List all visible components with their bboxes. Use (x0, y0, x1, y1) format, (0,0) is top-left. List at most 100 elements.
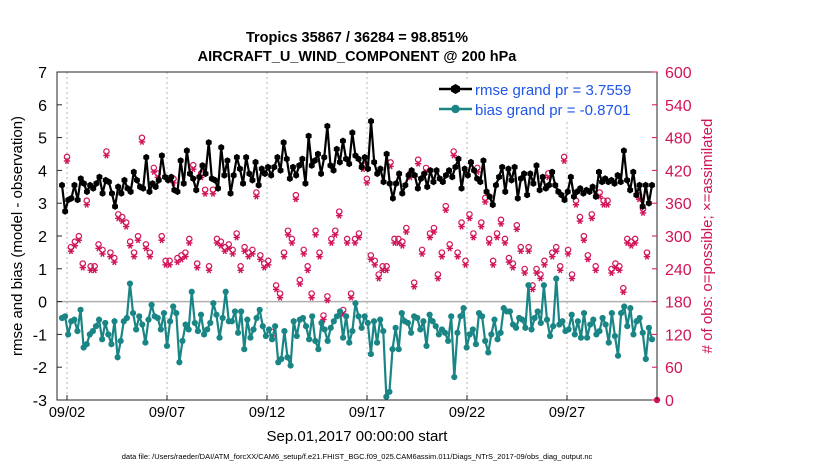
obs-assimilated-stroke (506, 258, 512, 266)
bias-point (234, 329, 242, 336)
rmse-point (243, 153, 250, 161)
bias-point (460, 305, 467, 312)
obs-assimilated-stroke (471, 234, 476, 241)
rmse-point (361, 153, 368, 161)
obs-assimilated-stroke (404, 228, 409, 236)
rmse-point (627, 186, 634, 194)
legend-bias-marker (451, 104, 460, 114)
bias-point (587, 321, 594, 328)
rmse-point (174, 188, 181, 196)
obs-assimilated-marker (328, 239, 335, 247)
obs-assimilated-marker (355, 234, 363, 241)
obs-assimilated-stroke (84, 201, 89, 208)
obs-assimilated-marker (138, 138, 146, 145)
obs-assimilated-marker (178, 256, 185, 263)
bias-point (142, 339, 149, 346)
obs-assimilated-marker (91, 267, 98, 274)
bias-point (333, 313, 341, 320)
obs-assimilated-stroke (557, 267, 563, 274)
obs-assimilated-stroke (108, 253, 113, 260)
rmse-point (59, 181, 65, 189)
obs-assimilated-marker (351, 239, 359, 247)
obs-assimilated-marker (257, 256, 264, 263)
bias-point (259, 323, 266, 330)
obs-assimilated-stroke (317, 253, 322, 260)
rmse-point (340, 137, 346, 145)
bias-point (231, 308, 239, 315)
bias-point (191, 319, 198, 327)
obs-assimilated-marker (399, 242, 406, 249)
rmse-point (143, 153, 150, 161)
bias-point (448, 313, 455, 320)
obs-assimilated-marker (237, 267, 244, 274)
obs-assimilated-stroke (206, 267, 212, 274)
obs-assimilated-stroke (364, 179, 370, 186)
obs-assimilated-stroke (127, 242, 133, 249)
bias-point (83, 341, 90, 348)
y-right-tick-label: 120 (665, 327, 692, 344)
rmse-point (237, 165, 243, 173)
rmse-point (346, 160, 353, 168)
rmse-point (258, 165, 265, 173)
rmse-point (586, 188, 593, 196)
rmse-point (271, 163, 278, 171)
obs-assimilated-stroke (561, 157, 567, 165)
obs-assimilated-stroke (490, 261, 496, 268)
rmse-point (374, 170, 381, 178)
rmse-point (112, 203, 118, 210)
rmse-point (430, 178, 437, 186)
bias-point (358, 324, 365, 331)
rmse-point (499, 163, 506, 171)
bias-point (219, 314, 226, 322)
rmse-point (468, 158, 474, 166)
chart-subtitle: AIRCRAFT_U_WIND_COMPONENT @ 200 hPa (198, 49, 518, 65)
y-right-tick-label: 0 (665, 393, 674, 410)
obs-assimilated-marker (146, 253, 154, 260)
bias-point (293, 332, 300, 340)
rmse-point (280, 139, 287, 146)
obs-assimilated-stroke (372, 261, 377, 268)
bias-point (370, 318, 378, 325)
obs-assimilated-stroke (384, 267, 389, 274)
obs-assimilated-marker (584, 256, 592, 263)
obs-assimilated-stroke (88, 267, 93, 274)
bias-point (497, 329, 504, 336)
bias-point (315, 346, 322, 353)
obs-assimilated-stroke (435, 275, 441, 282)
obs-assimilated-marker (347, 294, 355, 301)
obs-assimilated-stroke (309, 294, 314, 301)
rmse-point (533, 162, 540, 169)
bias-point (238, 308, 245, 315)
bias-point (364, 319, 371, 327)
bias-point (272, 323, 279, 330)
rmse-point (168, 173, 175, 181)
bias-point (253, 314, 260, 322)
obs-assimilated-marker (312, 231, 319, 238)
obs-assimilated-stroke (104, 152, 109, 159)
obs-assimilated-stroke (644, 253, 650, 260)
bias-point (330, 318, 337, 325)
bias-point (210, 300, 217, 307)
bias-point (488, 331, 495, 338)
obs-assimilated-marker (111, 258, 118, 266)
obs-assimilated-marker (572, 201, 580, 208)
obs-assimilated-stroke (183, 253, 188, 260)
obs-assimilated-marker (470, 234, 477, 241)
rmse-point (358, 163, 365, 171)
rmse-point (355, 155, 362, 163)
obs-assimilated-stroke (210, 190, 216, 197)
bias-point (204, 326, 211, 333)
obs-assimilated-stroke (585, 256, 591, 263)
rmse-point (343, 155, 349, 163)
rmse-point (199, 162, 206, 169)
y-right-tick-label: 60 (665, 360, 683, 377)
obs-assimilated-stroke (368, 256, 374, 263)
obs-assimilated-stroke (151, 168, 157, 176)
obs-assimilated-stroke (392, 239, 397, 247)
obs-assimilated-marker (324, 297, 331, 304)
rmse-point (293, 171, 300, 179)
obs-assimilated-stroke (218, 242, 224, 249)
rmse-point (517, 175, 524, 182)
obs-assimilated-stroke (569, 275, 575, 282)
